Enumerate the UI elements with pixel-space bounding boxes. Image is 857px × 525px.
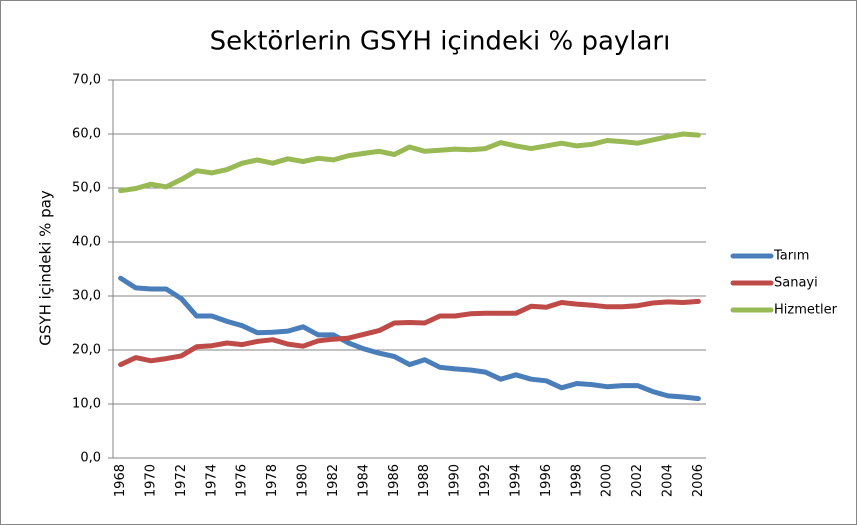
x-tick-label: 2004 bbox=[660, 464, 675, 497]
y-tick-label: 60,0 bbox=[72, 127, 101, 142]
x-tick-label: 2000 bbox=[600, 464, 615, 497]
legend-label: Sanayi bbox=[774, 276, 818, 291]
y-tick-label: 0,0 bbox=[80, 451, 101, 466]
x-tick-label: 1986 bbox=[387, 464, 402, 497]
x-tick-label: 1984 bbox=[356, 464, 371, 497]
x-tick-label: 1978 bbox=[265, 464, 280, 497]
y-tick-label: 20,0 bbox=[72, 343, 101, 358]
legend-label: Tarım bbox=[773, 249, 809, 264]
series-line bbox=[118, 298, 701, 368]
legend-label: Hizmetler bbox=[774, 303, 838, 318]
y-axis-label: GSYH içindeki % pay bbox=[37, 190, 55, 346]
x-tick-label: 1990 bbox=[448, 464, 463, 497]
x-tick-label: 2002 bbox=[630, 464, 645, 497]
x-tick-label: 1972 bbox=[174, 464, 189, 497]
series-line bbox=[118, 275, 701, 402]
x-tick-label: 1996 bbox=[539, 464, 554, 497]
x-tick-label: 1976 bbox=[235, 464, 250, 497]
x-tick-label: 1992 bbox=[478, 464, 493, 497]
x-tick-label: 1998 bbox=[569, 464, 584, 497]
x-tick-label: 1968 bbox=[113, 464, 128, 497]
chart-title: Sektörlerin GSYH içindeki % payları bbox=[210, 27, 671, 57]
y-tick-label: 50,0 bbox=[72, 181, 101, 196]
y-tick-label: 40,0 bbox=[72, 235, 101, 250]
x-tick-label: 2006 bbox=[691, 464, 706, 497]
y-tick-label: 30,0 bbox=[72, 289, 101, 304]
y-tick-label: 70,0 bbox=[72, 73, 101, 88]
x-tick-label: 1988 bbox=[417, 464, 432, 497]
x-tick-label: 1982 bbox=[326, 464, 341, 497]
x-tick-label: 1980 bbox=[296, 464, 311, 497]
series-line bbox=[118, 131, 701, 194]
x-tick-label: 1970 bbox=[144, 464, 159, 497]
x-tick-label: 1974 bbox=[204, 464, 219, 497]
y-tick-label: 10,0 bbox=[72, 397, 101, 412]
x-tick-label: 1994 bbox=[508, 464, 523, 497]
